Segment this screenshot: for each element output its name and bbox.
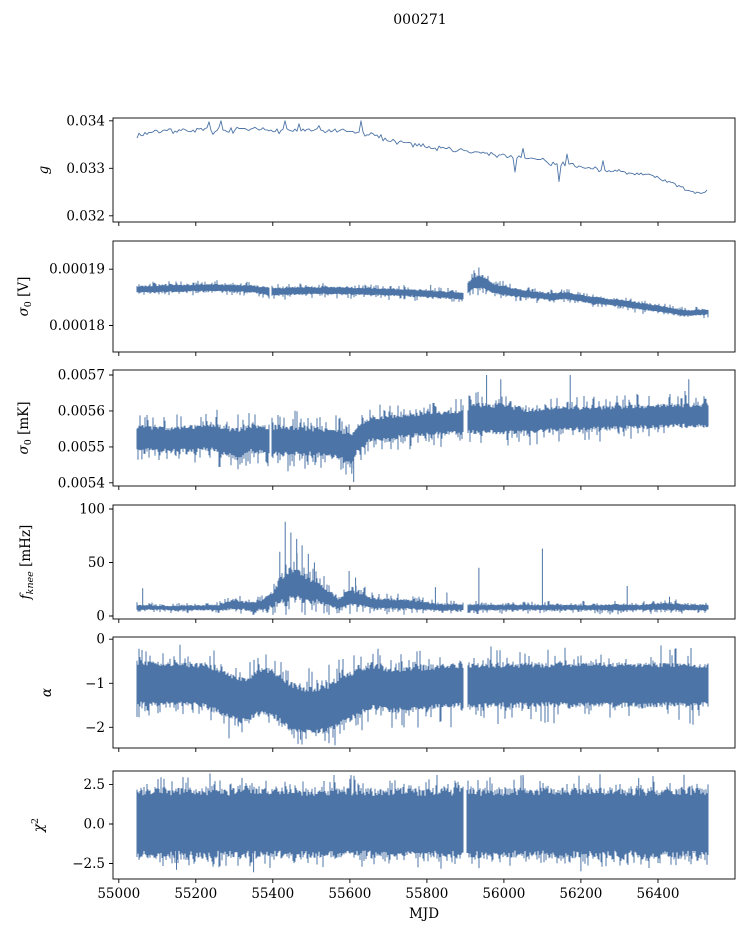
panel-chi2-frame (112, 770, 736, 880)
panel-fknee-series (136, 521, 709, 615)
panel-g-series (136, 120, 708, 194)
panel-sigma0_V-frame (112, 240, 736, 353)
x-tick-label: 55400 (251, 886, 294, 902)
figure-title: 000271 (393, 12, 446, 28)
panel-chi2-x-ticks (118, 879, 659, 883)
x-tick-label: 55200 (174, 886, 217, 902)
panel-g-ytick-label: 0.033 (66, 161, 105, 177)
panel-sigma0_mK-ytick-label: 0.0054 (58, 475, 105, 491)
panel-sigma0_V-ytick-label: 0.00018 (49, 318, 105, 334)
panel-alpha-ytick-label: −1 (85, 676, 105, 692)
panel-sigma0_mK-frame (112, 369, 736, 487)
panel-alpha-ylabel: α (39, 688, 55, 697)
panel-g-frame (112, 117, 736, 223)
panel-alpha-x-ticks (118, 748, 659, 752)
panel-fknee-frame (112, 504, 736, 620)
panel-sigma0_V-ytick-label: 0.00019 (49, 262, 105, 278)
x-tick-label: 56000 (482, 886, 525, 902)
panel-sigma0_V-x-ticks (118, 352, 659, 356)
panel-sigma0_mK-ylabel: σ0 [mK] (16, 402, 34, 455)
panel-alpha-frame (112, 636, 736, 749)
panel-alpha-ytick-label: −2 (85, 720, 105, 736)
panel-fknee-y-ticks (109, 508, 113, 617)
panel-g-x-ticks (118, 222, 659, 226)
panel-fknee-ytick-label: 0 (96, 609, 105, 625)
panel-sigma0_V: 0.00018 0.00019 σ0 [V] (16, 240, 736, 356)
panel-sigma0_mK-y-ticks (109, 374, 113, 484)
panel-sigma0_mK-ytick-label: 0.0056 (58, 403, 105, 419)
panel-fknee-ytick-label: 50 (88, 555, 105, 571)
panel-chi2-ytick-label: 2.5 (84, 777, 105, 793)
panel-sigma0_V-series (136, 267, 709, 319)
panel-fknee-x-ticks (118, 619, 659, 623)
panel-chi2: 55000 55200 55400 55600 55800 56000 56200 56400… (30, 770, 736, 902)
panel-sigma0_V-ylabel: σ0 [V] (16, 277, 34, 317)
panel-sigma0_mK: 0.0054 0.0055 0.0056 0.0057 σ0 [mK] (16, 368, 736, 491)
panel-chi2-series (136, 773, 709, 873)
panel-alpha-ytick-label: 0 (96, 632, 105, 648)
x-tick-label: 55800 (405, 886, 448, 902)
panel-fknee-ylabel: fknee [mHz] (18, 525, 36, 601)
panel-alpha-y-ticks (109, 638, 113, 728)
x-tick-label: 56200 (559, 886, 602, 902)
panel-g-ytick-label: 0.032 (66, 208, 105, 224)
x-tick-label: 55600 (328, 886, 371, 902)
panel-chi2-ytick-label: −2.5 (72, 856, 105, 872)
panel-chi2-y-ticks (109, 783, 113, 864)
panel-chi2-ylabel: χ2 (30, 818, 47, 833)
panel-sigma0_mK-ytick-label: 0.0057 (58, 368, 105, 384)
panel-sigma0_V-y-ticks (109, 268, 113, 326)
panel-g: 0.032 0.033 0.034 g (36, 113, 736, 226)
panel-sigma0_mK-ytick-label: 0.0055 (58, 439, 105, 455)
panel-g-ytick-label: 0.034 (66, 113, 105, 129)
panel-chi2-ytick-label: 0.0 (84, 817, 105, 833)
panel-sigma0_mK-series (136, 375, 709, 482)
x-tick-label: 55000 (97, 886, 140, 902)
x-tick-label: 56400 (637, 886, 680, 902)
x-axis-label: MJD (409, 906, 439, 922)
panel-sigma0_mK-x-ticks (118, 486, 659, 490)
panel-fknee: 0 50 100 fknee [mHz] (18, 502, 736, 625)
panel-alpha-series (136, 644, 709, 746)
panel-g-y-ticks (109, 120, 113, 217)
panel-g-ylabel: g (36, 165, 52, 174)
panel-fknee-ytick-label: 100 (79, 502, 105, 518)
panel-alpha: −2 −1 0 α (39, 632, 736, 752)
